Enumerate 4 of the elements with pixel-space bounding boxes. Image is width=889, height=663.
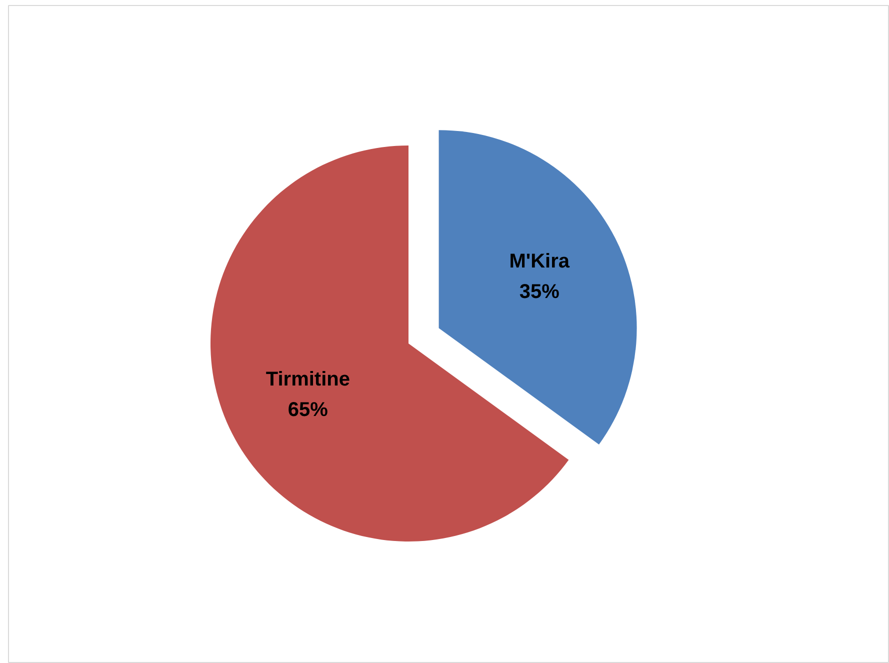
data-label: 65% (288, 399, 328, 422)
slice-label: M'Kira (509, 250, 570, 272)
slice-label: Tirmitine (266, 368, 350, 390)
data-label: 35% (519, 281, 560, 304)
